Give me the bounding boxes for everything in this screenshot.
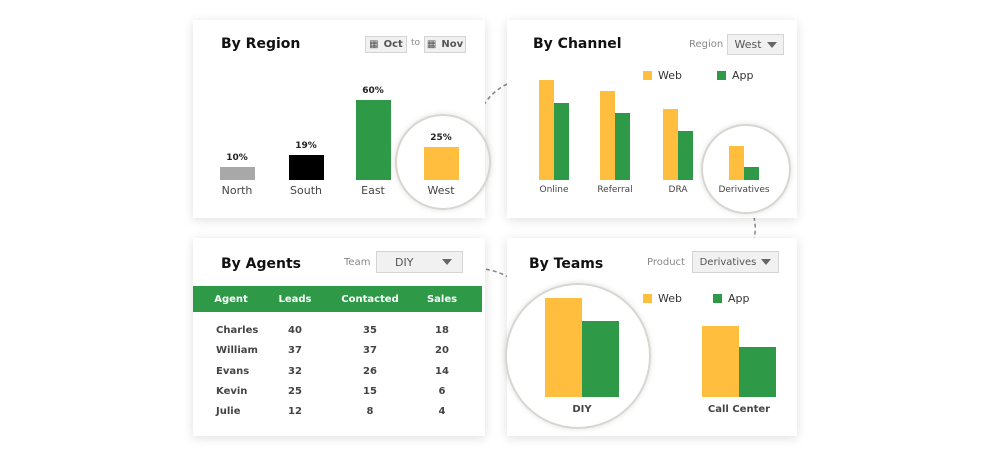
bar-app bbox=[739, 347, 776, 397]
product-dropdown[interactable]: Derivatives bbox=[692, 251, 779, 273]
magnifier-circle bbox=[395, 114, 491, 210]
axis-label: North bbox=[221, 184, 253, 197]
column-header: Contacted bbox=[341, 294, 399, 305]
data-label: 25% bbox=[430, 132, 452, 143]
table-cell: 26 bbox=[363, 365, 377, 377]
legend-swatch bbox=[713, 294, 722, 303]
agents-title: By Agents bbox=[221, 256, 302, 272]
table-cell: 18 bbox=[435, 325, 449, 336]
date-to-button[interactable]: ▦ Nov bbox=[424, 36, 466, 53]
magnifier-circle bbox=[505, 283, 651, 429]
to-label: to bbox=[411, 38, 421, 48]
table-cell: 4 bbox=[438, 406, 446, 418]
magnifier-circle bbox=[701, 124, 791, 214]
bar-web bbox=[539, 80, 554, 180]
agent-name: Charles bbox=[216, 325, 259, 336]
axis-label: Derivatives bbox=[718, 185, 770, 195]
table-cell: 6 bbox=[438, 385, 446, 397]
axis-label: DIY bbox=[572, 404, 592, 415]
channel-title: By Channel bbox=[533, 36, 622, 52]
bar-web bbox=[729, 146, 744, 180]
bar-web bbox=[545, 298, 582, 397]
bar-west bbox=[424, 146, 459, 180]
table-cell: 25 bbox=[288, 385, 302, 397]
bar-app bbox=[678, 131, 693, 180]
table-cell: 35 bbox=[363, 325, 377, 336]
legend-swatch bbox=[643, 71, 652, 80]
table-cell: 15 bbox=[363, 385, 377, 397]
column-header: Leads bbox=[278, 294, 312, 305]
chevron-down-icon bbox=[442, 259, 452, 265]
column-header: Sales bbox=[426, 294, 458, 305]
region-title: By Region bbox=[221, 36, 301, 52]
bar-app bbox=[554, 103, 569, 180]
region-dropdown[interactable]: West bbox=[727, 34, 784, 55]
table-cell: 12 bbox=[288, 406, 302, 418]
axis-label: West bbox=[427, 184, 455, 197]
axis-label: Online bbox=[539, 185, 569, 195]
axis-label: Call Center bbox=[707, 404, 771, 415]
chevron-down-icon bbox=[766, 41, 777, 48]
calendar-icon: ▦ bbox=[426, 39, 437, 50]
agent-name: Kevin bbox=[216, 385, 248, 397]
legend-app: App bbox=[713, 292, 750, 305]
axis-label: South bbox=[290, 184, 322, 197]
bar-app bbox=[615, 113, 630, 180]
agent-name: Evans bbox=[216, 365, 250, 377]
table-cell: 20 bbox=[435, 345, 449, 357]
axis-label: Referral bbox=[597, 185, 633, 195]
agent-name: Julie bbox=[216, 406, 241, 418]
bar-web bbox=[600, 91, 615, 180]
bar-south bbox=[289, 154, 324, 180]
table-header bbox=[193, 286, 482, 312]
table-cell: 40 bbox=[288, 325, 302, 336]
table-cell: 37 bbox=[288, 345, 302, 357]
table-cell: 8 bbox=[366, 406, 374, 418]
data-label: 10% bbox=[226, 152, 248, 163]
bar-web bbox=[702, 326, 739, 397]
legend-app: App bbox=[717, 69, 754, 82]
chevron-down-icon bbox=[761, 259, 772, 265]
legend-web: Web bbox=[643, 292, 682, 305]
bar-north bbox=[220, 166, 255, 180]
bar-web bbox=[663, 109, 678, 180]
legend-web: Web bbox=[643, 69, 682, 82]
legend-swatch bbox=[717, 71, 726, 80]
table-cell: 14 bbox=[435, 365, 449, 377]
bar-app bbox=[582, 321, 619, 397]
calendar-icon: ▦ bbox=[369, 39, 379, 50]
axis-label: DRA bbox=[668, 185, 688, 195]
bar-east bbox=[356, 100, 391, 180]
region-filter-label: Region bbox=[689, 39, 724, 50]
teams-title: By Teams bbox=[529, 256, 604, 272]
team-filter-label: Team bbox=[344, 257, 371, 268]
agent-name: William bbox=[216, 345, 258, 357]
data-label: 60% bbox=[362, 86, 384, 97]
product-filter-label: Product bbox=[647, 257, 685, 268]
team-dropdown[interactable]: DIY bbox=[376, 251, 463, 273]
axis-label: East bbox=[361, 184, 385, 197]
table-cell: 32 bbox=[288, 365, 302, 377]
data-label: 19% bbox=[295, 140, 317, 151]
table-cell: 37 bbox=[363, 345, 377, 357]
column-header: Agent bbox=[214, 294, 248, 305]
date-from-button[interactable]: ▦ Oct bbox=[365, 36, 407, 53]
bar-app bbox=[744, 167, 759, 180]
legend-swatch bbox=[643, 294, 652, 303]
